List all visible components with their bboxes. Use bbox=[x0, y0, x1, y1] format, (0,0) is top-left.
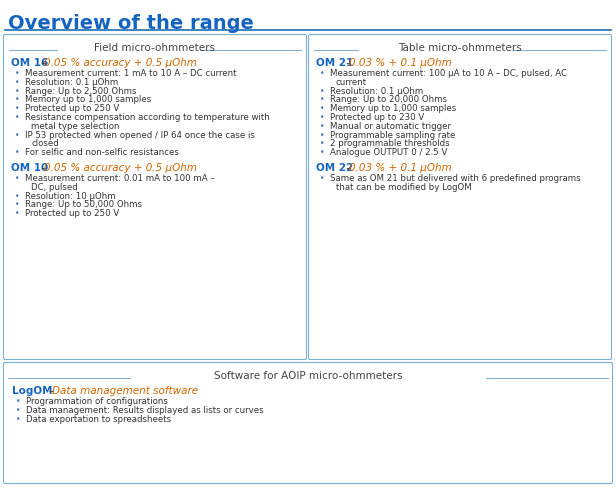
Text: •: • bbox=[320, 113, 325, 122]
Text: current: current bbox=[336, 78, 367, 87]
Text: •: • bbox=[16, 397, 20, 406]
Text: Software for AOIP micro-ohmmeters: Software for AOIP micro-ohmmeters bbox=[214, 371, 402, 381]
Text: •: • bbox=[15, 192, 20, 200]
Text: •: • bbox=[16, 415, 20, 423]
Text: Programmable sampling rate: Programmable sampling rate bbox=[330, 131, 455, 140]
Text: •: • bbox=[15, 78, 20, 87]
Text: that can be modified by LogOM: that can be modified by LogOM bbox=[336, 183, 472, 192]
Text: Range: Up to 2,500 Ohms: Range: Up to 2,500 Ohms bbox=[25, 87, 137, 96]
Text: •: • bbox=[15, 104, 20, 113]
Text: OM 16: OM 16 bbox=[11, 58, 48, 68]
FancyBboxPatch shape bbox=[309, 34, 612, 360]
Text: –: – bbox=[38, 58, 50, 68]
Text: Measurement current: 1 mA to 10 A – DC current: Measurement current: 1 mA to 10 A – DC c… bbox=[25, 69, 237, 78]
Text: 0.03 % + 0.1 µOhm: 0.03 % + 0.1 µOhm bbox=[349, 163, 452, 173]
Text: Measurement current: 100 µA to 10 A – DC, pulsed, AC: Measurement current: 100 µA to 10 A – DC… bbox=[330, 69, 567, 78]
Text: Field micro-ohmmeters: Field micro-ohmmeters bbox=[94, 43, 216, 53]
Text: •: • bbox=[15, 113, 20, 122]
Text: –: – bbox=[343, 163, 355, 173]
Text: DC, pulsed: DC, pulsed bbox=[31, 183, 78, 192]
Text: –: – bbox=[343, 58, 355, 68]
Text: •: • bbox=[15, 96, 20, 104]
Text: Protected up to 250 V: Protected up to 250 V bbox=[25, 209, 120, 218]
Text: •: • bbox=[15, 200, 20, 209]
Text: •: • bbox=[15, 148, 20, 157]
Text: •: • bbox=[320, 122, 325, 131]
Text: –: – bbox=[46, 386, 58, 396]
Text: OM 22: OM 22 bbox=[316, 163, 353, 173]
Text: •: • bbox=[15, 131, 20, 140]
FancyBboxPatch shape bbox=[4, 363, 612, 484]
Text: •: • bbox=[320, 69, 325, 78]
Text: 0.05 % accuracy + 0.5 µOhm: 0.05 % accuracy + 0.5 µOhm bbox=[44, 163, 197, 173]
Text: Data management software: Data management software bbox=[52, 386, 198, 396]
Text: 2 programmable thresholds: 2 programmable thresholds bbox=[330, 139, 450, 148]
Text: Same as OM 21 but delivered with 6 predefined programs: Same as OM 21 but delivered with 6 prede… bbox=[330, 174, 581, 183]
Text: Programmation of configurations: Programmation of configurations bbox=[26, 397, 168, 406]
Text: Protected up to 250 V: Protected up to 250 V bbox=[25, 104, 120, 113]
Text: •: • bbox=[320, 174, 325, 183]
Text: Resolution: 0.1 µOhm: Resolution: 0.1 µOhm bbox=[25, 78, 118, 87]
Text: •: • bbox=[320, 139, 325, 148]
Text: Resolution: 10 µOhm: Resolution: 10 µOhm bbox=[25, 192, 116, 200]
Text: Measurement current: 0.01 mA to 100 mA –: Measurement current: 0.01 mA to 100 mA – bbox=[25, 174, 215, 183]
Text: •: • bbox=[320, 131, 325, 140]
Text: metal type selection: metal type selection bbox=[31, 122, 120, 131]
Text: •: • bbox=[320, 87, 325, 96]
Text: Range: Up to 50,000 Ohms: Range: Up to 50,000 Ohms bbox=[25, 200, 142, 209]
Text: Table micro-ohmmeters: Table micro-ohmmeters bbox=[398, 43, 522, 53]
Text: For selfic and non-selfic resistances: For selfic and non-selfic resistances bbox=[25, 148, 179, 157]
Text: LogOM: LogOM bbox=[12, 386, 52, 396]
Text: Memory up to 1,000 samples: Memory up to 1,000 samples bbox=[25, 96, 152, 104]
Text: Manual or automatic trigger: Manual or automatic trigger bbox=[330, 122, 451, 131]
Text: closed: closed bbox=[31, 139, 59, 148]
Text: IP 53 protected when opened / IP 64 once the case is: IP 53 protected when opened / IP 64 once… bbox=[25, 131, 255, 140]
Text: Resistance compensation according to temperature with: Resistance compensation according to tem… bbox=[25, 113, 270, 122]
Text: Range: Up to 20,000 Ohms: Range: Up to 20,000 Ohms bbox=[330, 96, 447, 104]
Text: •: • bbox=[15, 209, 20, 218]
Text: Data management: Results displayed as lists or curves: Data management: Results displayed as li… bbox=[26, 406, 264, 415]
Text: OM 10: OM 10 bbox=[11, 163, 48, 173]
Text: Memory up to 1,000 samples: Memory up to 1,000 samples bbox=[330, 104, 456, 113]
Text: –: – bbox=[38, 163, 50, 173]
Text: Protected up to 230 V: Protected up to 230 V bbox=[330, 113, 424, 122]
FancyBboxPatch shape bbox=[4, 34, 307, 360]
Text: 0.03 % + 0.1 µOhm: 0.03 % + 0.1 µOhm bbox=[349, 58, 452, 68]
Text: Analogue OUTPUT 0 / 2.5 V: Analogue OUTPUT 0 / 2.5 V bbox=[330, 148, 447, 157]
Text: •: • bbox=[320, 104, 325, 113]
Text: Data exportation to spreadsheets: Data exportation to spreadsheets bbox=[26, 415, 171, 423]
Text: •: • bbox=[320, 148, 325, 157]
Text: Resolution: 0.1 µOhm: Resolution: 0.1 µOhm bbox=[330, 87, 423, 96]
Text: •: • bbox=[15, 174, 20, 183]
Text: •: • bbox=[320, 96, 325, 104]
Text: OM 21: OM 21 bbox=[316, 58, 353, 68]
Text: Overview of the range: Overview of the range bbox=[8, 14, 254, 33]
Text: •: • bbox=[15, 87, 20, 96]
Text: •: • bbox=[15, 69, 20, 78]
Text: •: • bbox=[16, 406, 20, 415]
Text: 0.05 % accuracy + 0.5 µOhm: 0.05 % accuracy + 0.5 µOhm bbox=[44, 58, 197, 68]
